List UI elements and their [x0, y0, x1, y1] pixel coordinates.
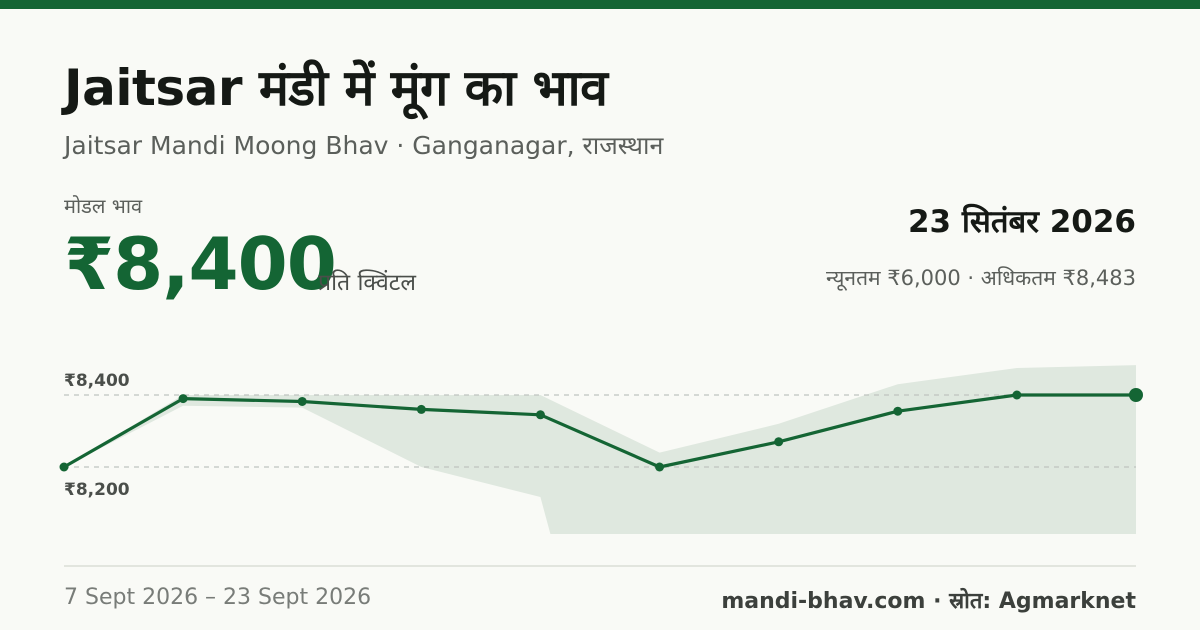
source-credit: mandi-bhav.com · स्रोत: Agmarknet [721, 589, 1136, 614]
latest-price-point [1129, 388, 1143, 402]
price-point [655, 462, 665, 472]
page-subtitle: Jaitsar Mandi Moong Bhav · Ganganagar, र… [64, 131, 664, 160]
price-chart: ₹8,200 ₹8,400 [59, 365, 1143, 534]
y-tick-label: ₹8,400 [64, 371, 130, 391]
price-point [178, 394, 188, 404]
min-max-band [64, 365, 1136, 534]
price-point [1012, 390, 1022, 400]
price-point [59, 462, 69, 472]
price-date: 23 सितंबर 2026 [907, 204, 1136, 240]
price-point [774, 437, 784, 447]
price-point [535, 410, 545, 420]
price-point [416, 404, 426, 414]
y-tick-label: ₹8,200 [64, 480, 130, 500]
min-max-range: न्यूनतम ₹6,000 · अधिकतम ₹8,483 [826, 266, 1136, 290]
modal-price-value: ₹8,400 [64, 222, 337, 306]
price-point [893, 406, 903, 416]
modal-price-label: मोडल भाव [64, 194, 143, 218]
top-accent-bar [0, 0, 1200, 9]
modal-price-line [62, 393, 1138, 469]
price-unit: प्रति क्विंटल [318, 270, 416, 296]
price-point [297, 396, 307, 406]
page-title: Jaitsar मंडी में मूंग का भाव [64, 59, 608, 117]
footer-divider [64, 565, 1136, 567]
date-range: 7 Sept 2026 – 23 Sept 2026 [64, 585, 372, 610]
